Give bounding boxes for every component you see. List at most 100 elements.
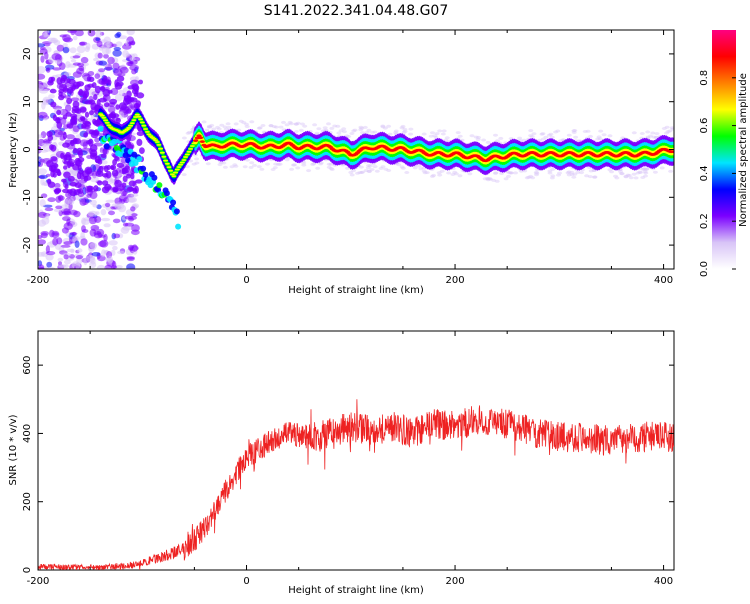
spectrogram-cell: [87, 30, 96, 37]
spectrogram-cell: [60, 74, 68, 82]
spectrogram-cell: [572, 172, 578, 176]
spectrogram-cell: [111, 138, 118, 145]
spectrogram-cell: [142, 171, 149, 178]
spectrogram-cell: [378, 166, 384, 170]
spectrogram-cell: [301, 161, 307, 165]
spectrogram-cell: [45, 67, 51, 73]
spectrogram-cell: [249, 120, 255, 124]
spectrogram-cell: [93, 94, 98, 101]
spectrogram-cell: [366, 169, 372, 173]
spectrogram-cell: [306, 169, 312, 173]
spectrogram-cell: [181, 173, 187, 177]
spectrogram-cell: [91, 252, 101, 257]
spectrogram-cell: [112, 245, 118, 251]
spectrogram-cell: [241, 121, 247, 125]
spectrogram-cell: [540, 137, 546, 141]
spectrogram-cell: [386, 169, 392, 172]
spectrogram-cell: [275, 162, 281, 166]
spectrogram-cell: [61, 188, 70, 194]
spectrogram-cell: [301, 163, 307, 167]
spectrogram-cell: [661, 127, 667, 130]
spectrogram-cell: [74, 182, 82, 188]
spectrogram-cell: [670, 150, 674, 153]
spectrogram-cell: [645, 135, 651, 139]
spectrogram-cell: [106, 165, 111, 170]
spectrogram-cell: [402, 127, 408, 131]
spectrogram-cell: [94, 73, 101, 79]
spectrogram-cell: [156, 182, 163, 189]
spectrogram-cell: [91, 82, 97, 89]
spectrogram-cell: [592, 175, 598, 179]
spectrogram-cell: [94, 85, 101, 94]
spectrogram-cell: [242, 165, 248, 169]
spectrogram-cell: [217, 163, 223, 167]
spectrogram-cell: [601, 133, 607, 137]
spectrogram-cell: [67, 30, 77, 33]
spectrogram-cell: [38, 239, 46, 245]
spectrogram-cell: [211, 127, 217, 131]
spectrogram-cell: [94, 216, 102, 223]
spectrogram-cell: [645, 130, 651, 134]
spectrogram-cell: [64, 259, 71, 265]
spectrogram-cell: [194, 161, 200, 165]
spectrogram-cell: [664, 131, 670, 135]
spectrogram-cell: [613, 174, 618, 178]
spectrogram-cell: [84, 84, 91, 91]
spectrogram-cell: [38, 73, 46, 80]
spectrogram-cell: [66, 97, 73, 105]
spectrogram-cell: [69, 232, 78, 236]
spectrogram-cell: [436, 171, 442, 175]
spectrogram-cell: [46, 130, 53, 138]
spectrogram-cell: [119, 194, 129, 202]
spectrogram-x-tick-label: -200: [27, 275, 50, 286]
spectrogram-cell: [494, 179, 500, 183]
spectrogram-cell: [485, 177, 491, 181]
spectrogram-cell: [383, 167, 389, 171]
spectrogram-cell: [651, 135, 657, 139]
spectrogram-cell: [56, 44, 65, 52]
spectrogram-cell: [408, 132, 414, 136]
spectrogram-cell: [351, 169, 357, 173]
spectrogram-cell: [402, 129, 408, 133]
spectrogram-cell: [131, 68, 137, 75]
spectrogram-cell: [355, 171, 360, 175]
spectrogram-cell: [64, 199, 70, 207]
spectrogram-cell: [179, 161, 185, 164]
spectrogram-cell: [207, 125, 213, 129]
spectrogram-cell: [173, 171, 179, 174]
spectrogram-cell: [47, 197, 56, 203]
spectrogram-cell: [73, 147, 78, 154]
spectrogram-cell: [335, 124, 341, 128]
spectrogram-cell: [558, 139, 563, 143]
spectrogram-cell: [47, 37, 56, 42]
spectrogram-cell: [151, 174, 158, 181]
spectrogram-cell: [114, 33, 121, 39]
spectrogram-cell: [132, 160, 139, 166]
spectrogram-cell: [571, 129, 577, 133]
spectrogram-cell: [127, 60, 134, 67]
spectrogram-cell: [89, 175, 99, 183]
spectrogram-cell: [191, 142, 197, 145]
spectrogram-cell: [114, 202, 125, 210]
spectrogram-cell: [431, 173, 437, 177]
spectrogram-cell: [129, 122, 135, 124]
spectrogram-cell: [101, 79, 108, 85]
spectrogram-cell: [72, 62, 81, 66]
spectrogram-cell: [94, 137, 100, 143]
spectrogram-cell: [114, 179, 122, 188]
spectrogram-cell: [101, 47, 110, 55]
spectrogram-cell: [639, 132, 645, 135]
spectrogram-cell: [318, 161, 324, 165]
spectrogram-y-tick-label: 10: [22, 95, 33, 108]
spectrogram-cell: [181, 159, 187, 161]
spectrogram-cell: [141, 124, 147, 127]
spectrogram-cell: [104, 264, 113, 269]
spectrogram-cell: [209, 123, 215, 127]
spectrogram-cell: [115, 41, 123, 47]
spectrogram-cell: [112, 159, 117, 166]
spectrogram-cell: [70, 115, 77, 123]
spectrogram-cell: [122, 226, 132, 231]
spectrogram-cell: [404, 171, 410, 174]
spectrogram-cell: [194, 157, 200, 161]
